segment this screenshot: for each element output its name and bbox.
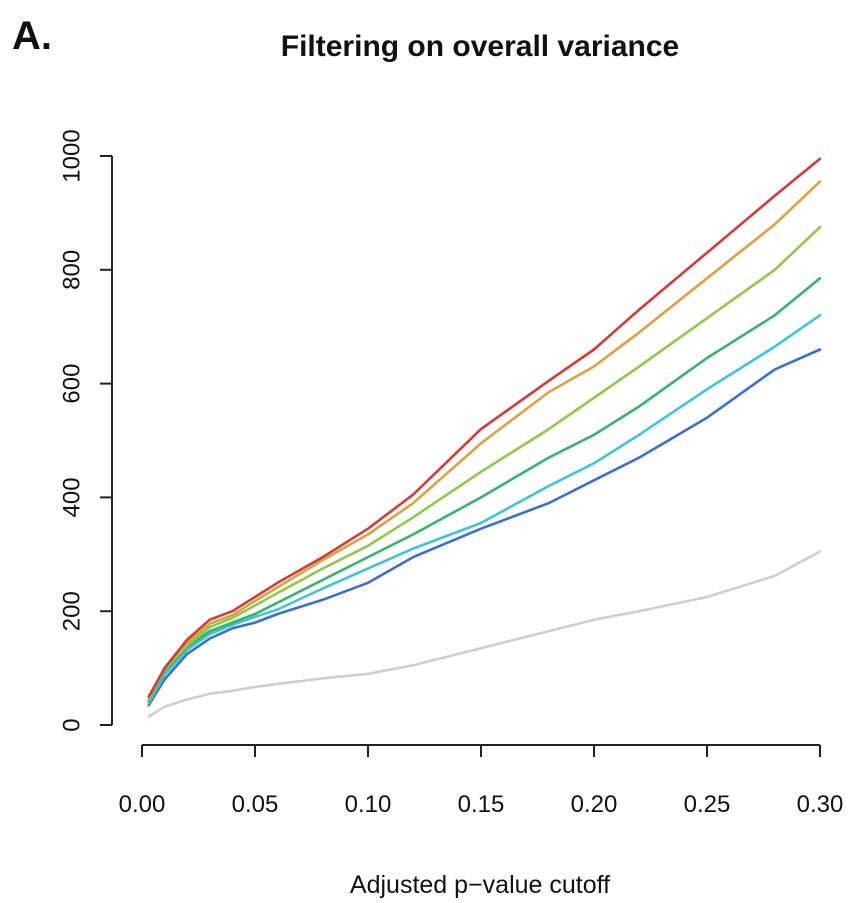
- y-tick-label: 800: [59, 250, 86, 290]
- x-axis: 0.00 0.05 0.10 0.15 0.20 0.25 0.30: [119, 744, 844, 818]
- x-tick-label: 0.20: [571, 791, 618, 818]
- series-layer: [147, 157, 822, 718]
- panel-label: A.: [12, 14, 52, 58]
- series-line-5: [147, 313, 822, 705]
- x-tick-label: 0.15: [458, 791, 505, 818]
- series-line-6: [147, 348, 822, 707]
- series-line-3: [147, 225, 822, 701]
- x-tick-label: 0.05: [232, 791, 279, 818]
- x-tick-label: 0.00: [119, 791, 166, 818]
- x-axis-title: Adjusted p−value cutoff: [350, 871, 610, 899]
- x-tick-label: 0.30: [797, 791, 844, 818]
- y-tick-label: 1000: [59, 129, 86, 182]
- series-line-4: [147, 276, 822, 703]
- y-tick-label: 400: [59, 477, 86, 517]
- y-tick-label: 600: [59, 364, 86, 404]
- x-tick-label: 0.10: [345, 791, 392, 818]
- series-line-7: [147, 550, 822, 718]
- y-tick-label: 200: [59, 591, 86, 631]
- x-tick-label: 0.25: [684, 791, 731, 818]
- series-line-2: [147, 180, 822, 700]
- chart-title: Filtering on overall variance: [280, 30, 680, 63]
- y-axis: 0 200 400 600 800 1000: [59, 129, 113, 732]
- y-tick-label: 0: [59, 718, 86, 731]
- series-line-1: [147, 157, 822, 698]
